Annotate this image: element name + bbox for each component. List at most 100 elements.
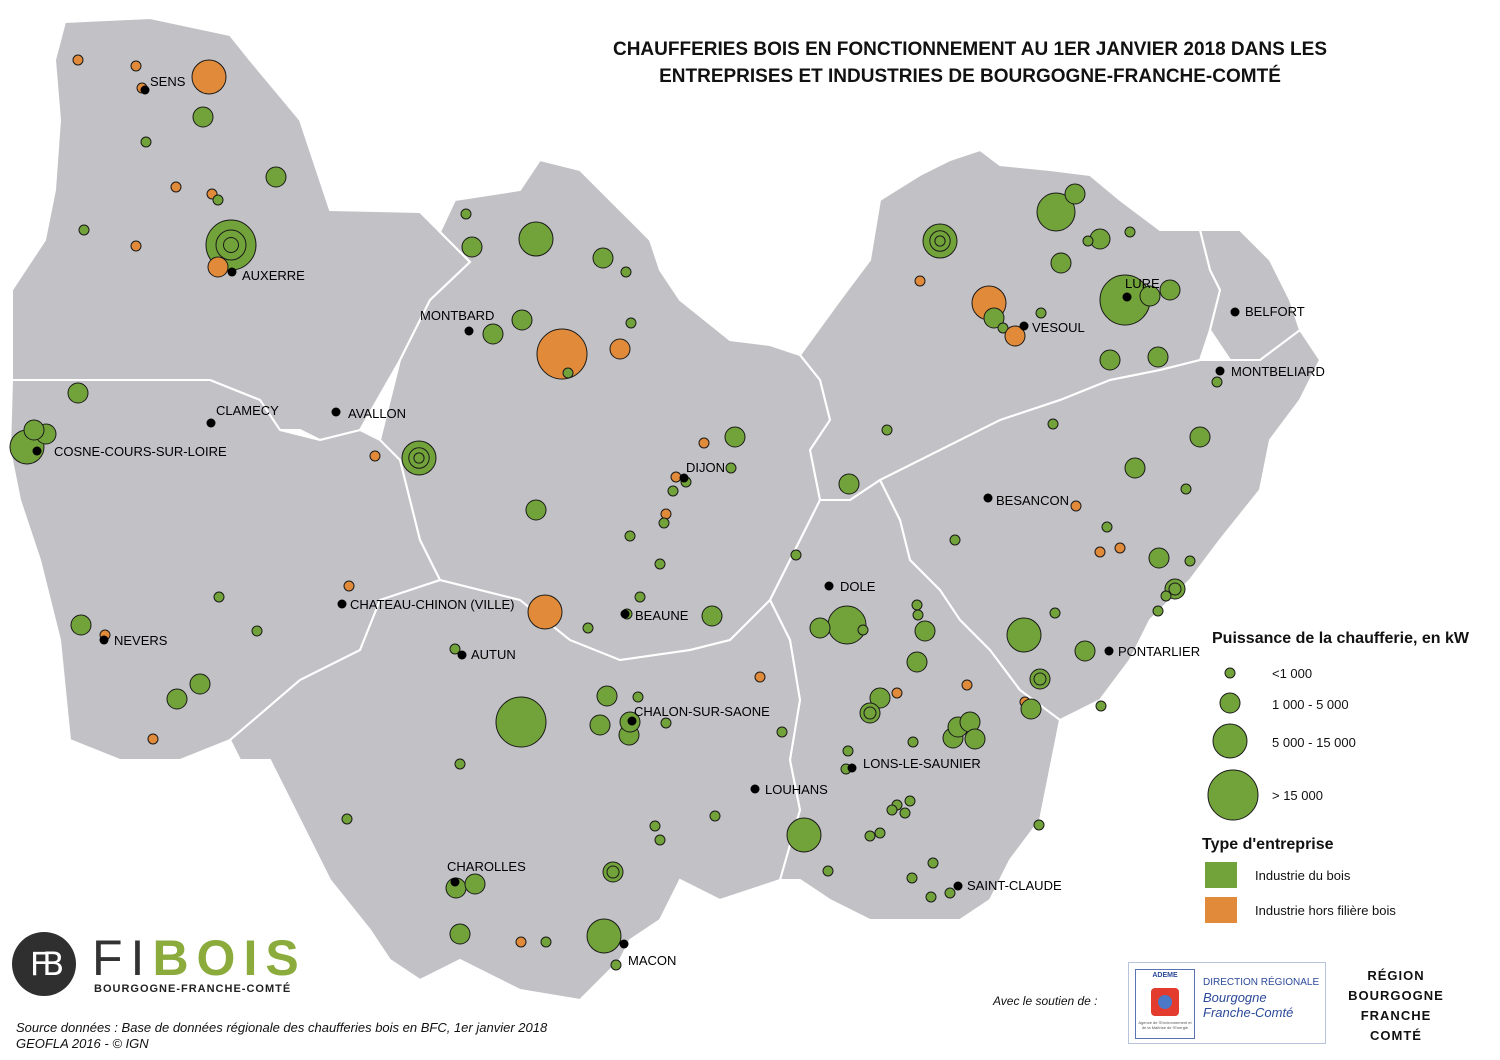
boiler-marker-wood xyxy=(874,827,886,839)
boiler-marker-wood xyxy=(525,499,547,521)
legend-type-other: Industrie hors filière bois xyxy=(1255,903,1396,918)
boiler-marker-other xyxy=(891,687,903,699)
boiler-marker-wood xyxy=(624,530,636,542)
fibois-wordmark-fi: FI xyxy=(92,930,153,986)
city-dot xyxy=(99,635,109,645)
boiler-marker-wood xyxy=(857,624,869,636)
fibois-subtitle: BOURGOGNE-FRANCHE-COMTÉ xyxy=(94,983,292,995)
boiler-marker-inner-ring xyxy=(934,235,946,247)
source-line-2: GEOFLA 2016 - © IGN xyxy=(16,1036,149,1051)
dept-doubs xyxy=(880,330,1320,720)
boiler-marker-wood xyxy=(401,440,437,476)
boiler-marker-wood xyxy=(1095,700,1107,712)
boiler-marker-wood xyxy=(1029,668,1051,690)
boiler-marker-wood xyxy=(602,861,624,883)
boiler-marker-wood xyxy=(589,714,611,736)
city-label: MACON xyxy=(628,953,676,968)
boiler-marker-wood xyxy=(1064,183,1086,205)
boiler-marker-wood xyxy=(1124,457,1146,479)
boiler-marker-wood xyxy=(140,136,152,148)
boiler-marker-wood xyxy=(997,322,1009,334)
region-logo-line-1: RÉGION xyxy=(1367,968,1425,983)
city-label: VESOUL xyxy=(1032,320,1085,335)
boiler-marker-wood xyxy=(1082,235,1094,247)
legend-power-class-2: 1 000 - 5 000 xyxy=(1272,697,1349,712)
boiler-marker-wood xyxy=(1211,376,1223,388)
boiler-marker-other xyxy=(130,240,142,252)
boiler-marker-wood xyxy=(1074,640,1096,662)
dept-cote-dor xyxy=(380,160,830,660)
ademe-caption: Agence de l'Environnement et de la Maîtr… xyxy=(1138,1020,1192,1030)
boiler-marker-wood xyxy=(709,810,721,822)
boiler-marker-inner-ring xyxy=(863,706,877,720)
legend-power-symbol xyxy=(1219,692,1241,714)
legend-swatch-other xyxy=(1205,897,1237,923)
city-dot xyxy=(331,407,341,417)
city-dot xyxy=(1104,646,1114,656)
boiler-marker-other xyxy=(536,328,588,380)
legend-power-class-1: <1 000 xyxy=(1272,666,1313,681)
city-dot xyxy=(464,326,474,336)
boiler-marker-wood xyxy=(495,696,547,748)
boiler-marker-inner-ring xyxy=(413,452,425,464)
boiler-marker-wood xyxy=(859,702,881,724)
department-shapes xyxy=(10,18,1320,1000)
boiler-marker-wood xyxy=(454,758,466,770)
boiler-marker-wood xyxy=(838,473,860,495)
boiler-marker-wood xyxy=(864,830,876,842)
boiler-marker-wood xyxy=(582,622,594,634)
boiler-marker-wood xyxy=(78,224,90,236)
boiler-marker-other xyxy=(1114,542,1126,554)
department-boundaries xyxy=(8,16,1322,1002)
boiler-marker-wood xyxy=(610,959,622,971)
fibois-wordmark-bois: BOIS xyxy=(152,930,307,986)
city-dot xyxy=(953,881,963,891)
city-dot xyxy=(619,939,629,949)
city-label: SENS xyxy=(150,74,186,89)
boiler-marker-other xyxy=(1070,500,1082,512)
boiler-marker-wood xyxy=(649,820,661,832)
boiler-marker-wood xyxy=(1184,555,1196,567)
city-dot xyxy=(1122,292,1132,302)
boiler-marker-wood xyxy=(701,605,723,627)
city-dot xyxy=(1019,321,1029,331)
city-dot xyxy=(450,877,460,887)
boiler-marker-wood xyxy=(1139,285,1161,307)
boiler-marker-wood xyxy=(927,857,939,869)
city-dot xyxy=(750,784,760,794)
boiler-marker-inner-ring xyxy=(606,865,620,879)
city-dot xyxy=(983,493,993,503)
boiler-marker-wood xyxy=(620,266,632,278)
boiler-marker-wood xyxy=(251,625,263,637)
boiler-marker-wood xyxy=(786,817,822,853)
boiler-marker-inner-ring xyxy=(1033,672,1047,686)
boiler-marker-wood xyxy=(881,424,893,436)
legend-power-symbol xyxy=(1207,769,1259,821)
boiler-marker-wood xyxy=(1099,349,1121,371)
boiler-marker-wood xyxy=(460,208,472,220)
city-label: AUXERRE xyxy=(242,268,305,283)
city-label: AUTUN xyxy=(471,647,516,662)
boiler-marker-wood xyxy=(70,614,92,636)
city-dot xyxy=(1230,307,1240,317)
city-dot xyxy=(337,599,347,609)
city-dot xyxy=(620,609,630,619)
region-logo-line-2: BOURGOGNE xyxy=(1348,988,1444,1003)
boiler-marker-wood xyxy=(654,558,666,570)
boiler-marker-wood xyxy=(886,804,898,816)
boiler-marker-wood xyxy=(827,605,867,645)
city-dot xyxy=(140,85,150,95)
boiler-marker-inner-ring xyxy=(929,230,951,252)
dept-saone-et-loire xyxy=(230,580,800,1000)
boiler-marker-wood xyxy=(592,247,614,269)
city-label: BESANCON xyxy=(996,493,1069,508)
city-label: AVALLON xyxy=(348,406,406,421)
boiler-marker-wood xyxy=(904,795,916,807)
boiler-marker-wood xyxy=(899,807,911,819)
boiler-marker-wood xyxy=(518,221,554,257)
legend-type-title: Type d'entreprise xyxy=(1202,836,1334,853)
fibois-wordmark: FIBOIS xyxy=(92,930,307,986)
boiler-marker-wood xyxy=(1006,617,1042,653)
boiler-marker-other xyxy=(343,580,355,592)
